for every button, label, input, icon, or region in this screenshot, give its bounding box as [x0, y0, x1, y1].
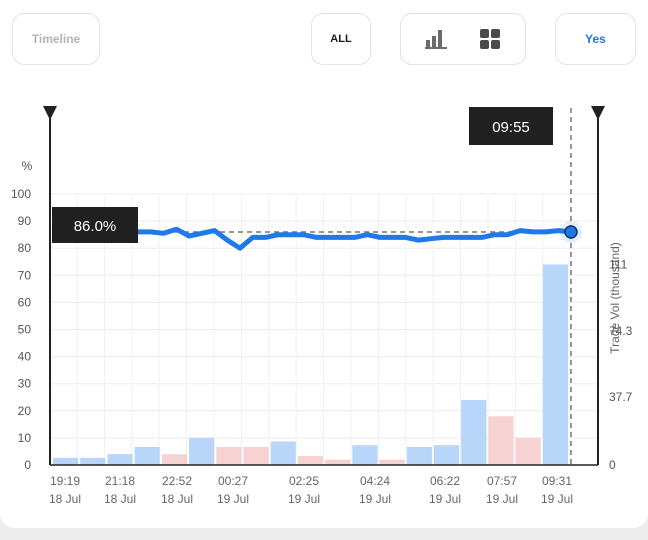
y-tick-label: 50 [18, 323, 32, 337]
volume-bars [53, 264, 568, 465]
volume-bar [488, 416, 514, 465]
x-tick-time: 06:22 [430, 474, 460, 488]
x-tick-time: 07:57 [487, 474, 517, 488]
x-axis-ticks: 19:19 18 Jul 21:18 18 Jul 22:52 18 Jul 00:27 19… [49, 474, 573, 506]
y-tick-label: 0 [24, 458, 31, 472]
volume-bar [216, 446, 242, 465]
volume-bar [161, 454, 188, 465]
x-tick: 06:22 19 Jul [429, 474, 461, 506]
y2-axis-ticks: 111 74.3 37.7 0 [609, 257, 633, 472]
volume-bar [80, 457, 106, 465]
x-tick: 02:25 19 Jul [288, 474, 320, 506]
grid-icon[interactable] [470, 19, 510, 59]
y2-tick-label: 74.3 [609, 324, 633, 338]
x-tick-time: 04:24 [360, 474, 390, 488]
y-tick-label: 40 [18, 350, 32, 364]
volume-bar [134, 446, 160, 465]
y-tick-label: 30 [18, 377, 32, 391]
range-all-button[interactable]: ALL [311, 13, 371, 65]
volume-bar [542, 264, 568, 465]
x-tick-date: 18 Jul [161, 492, 193, 506]
x-tick-date: 18 Jul [49, 492, 81, 506]
x-tick: 19:19 18 Jul [49, 474, 81, 506]
volume-bar [107, 454, 133, 465]
outcome-yes-button[interactable]: Yes [555, 13, 636, 65]
x-tick: 07:57 19 Jul [486, 474, 518, 506]
x-tick-time: 19:19 [50, 474, 80, 488]
x-tick-time: 21:18 [105, 474, 135, 488]
time-label: 09:55 [469, 107, 553, 145]
chart-type-toggle [400, 13, 526, 65]
volume-bar [433, 445, 460, 465]
x-tick-date: 19 Jul [288, 492, 320, 506]
x-tick-date: 19 Jul [359, 492, 391, 506]
right-range-handle[interactable] [591, 106, 605, 120]
volume-bar [325, 459, 351, 465]
y-tick-label: 20 [18, 404, 32, 418]
x-tick: 04:24 19 Jul [359, 474, 391, 506]
right-axis-title: Trade Vol (thousand) [608, 242, 622, 354]
svg-text:09:55: 09:55 [492, 119, 530, 136]
y-unit-label: % [22, 159, 33, 173]
timeline-button[interactable]: Timeline [12, 13, 100, 65]
volume-bar [270, 441, 296, 465]
volume-bar [515, 437, 541, 465]
x-tick-date: 19 Jul [429, 492, 461, 506]
x-tick-time: 00:27 [218, 474, 248, 488]
svg-text:86.0%: 86.0% [74, 218, 117, 235]
x-tick-time: 02:25 [289, 474, 319, 488]
value-label: 86.0% [52, 207, 138, 243]
x-tick: 09:31 19 Jul [541, 474, 573, 506]
volume-bar [379, 459, 405, 465]
x-tick-time: 22:52 [162, 474, 192, 488]
y2-tick-label: 111 [609, 257, 628, 271]
y-tick-label: 70 [18, 268, 32, 282]
y2-tick-label: 0 [609, 458, 616, 472]
volume-bar [406, 446, 432, 465]
x-tick-time: 09:31 [542, 474, 572, 488]
y-tick-label: 100 [11, 187, 31, 201]
y2-tick-label: 37.7 [609, 390, 633, 404]
volume-bar [352, 445, 378, 465]
x-tick-date: 18 Jul [104, 492, 136, 506]
y-tick-label: 80 [18, 241, 32, 255]
x-tick: 21:18 18 Jul [104, 474, 136, 506]
volume-bar [189, 437, 215, 465]
volume-bar [297, 455, 324, 465]
x-tick: 00:27 19 Jul [217, 474, 249, 506]
hover-point[interactable] [564, 225, 578, 239]
y-tick-label: 90 [18, 214, 32, 228]
y-tick-label: 60 [18, 295, 32, 309]
left-range-handle[interactable] [43, 106, 57, 120]
x-tick-date: 19 Jul [486, 492, 518, 506]
volume-bar [53, 457, 79, 465]
x-tick-date: 19 Jul [217, 492, 249, 506]
bar-chart-icon[interactable] [416, 19, 456, 59]
volume-bar [461, 399, 487, 465]
x-tick: 22:52 18 Jul [161, 474, 193, 506]
price-line-series [97, 226, 574, 251]
y-tick-label: 10 [18, 431, 32, 445]
volume-bar [243, 446, 269, 465]
x-tick-date: 19 Jul [541, 492, 573, 506]
